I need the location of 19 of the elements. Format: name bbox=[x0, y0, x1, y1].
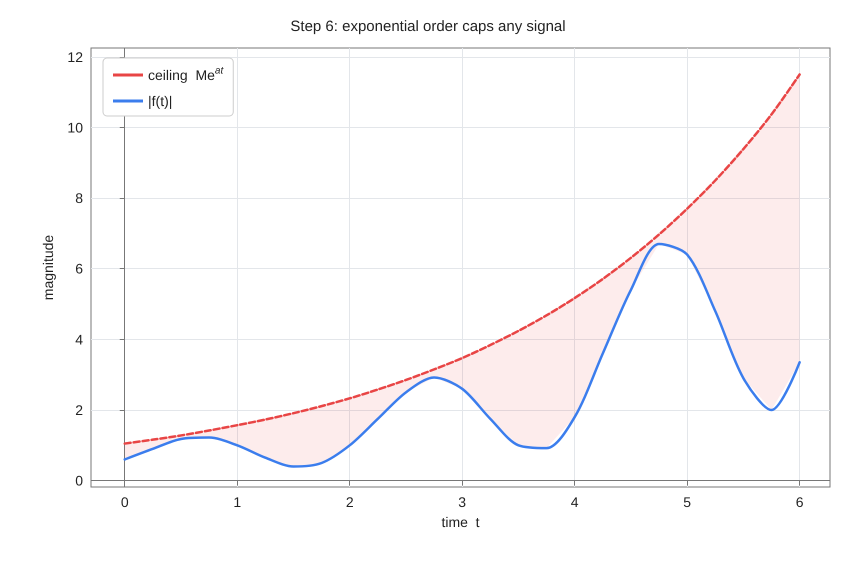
x-tick-label: 1 bbox=[233, 494, 242, 510]
y-tick-label: 2 bbox=[75, 402, 84, 418]
y-tick-label: 10 bbox=[67, 119, 84, 136]
y-tick-label: 8 bbox=[75, 190, 84, 206]
x-tick-label: 5 bbox=[683, 494, 692, 510]
y-tick-label: 4 bbox=[75, 331, 84, 348]
x-tick-label: 2 bbox=[346, 494, 354, 510]
x-tick-label: 6 bbox=[796, 494, 804, 510]
line-series bbox=[123, 242, 801, 468]
chart-title: Step 6: exponential order caps any signal bbox=[290, 18, 566, 35]
y-axis-title: magnitude bbox=[40, 234, 56, 300]
y-tick-label: 12 bbox=[67, 48, 84, 65]
y-tick-label: 0 bbox=[75, 472, 84, 489]
x-tick-label: 4 bbox=[570, 494, 579, 510]
x-tick-label: 3 bbox=[458, 494, 466, 510]
y-tick-label: 6 bbox=[75, 260, 84, 277]
legend-label: |f(t)| bbox=[148, 93, 172, 109]
x-axis-title: time t bbox=[441, 514, 480, 530]
x-tick-label: 0 bbox=[120, 494, 129, 510]
